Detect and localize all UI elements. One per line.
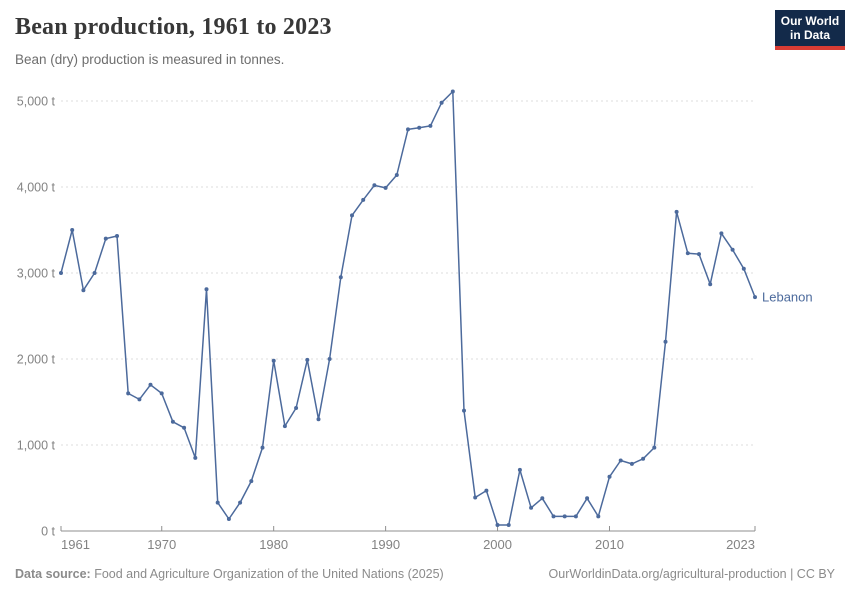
owid-logo[interactable]: Our World in Data <box>775 10 845 50</box>
data-line-lebanon[interactable] <box>60 90 756 526</box>
x-axis-tick-label: 1961 <box>61 537 90 552</box>
data-point[interactable] <box>674 209 679 214</box>
data-point[interactable] <box>137 397 142 402</box>
data-point[interactable] <box>652 445 657 450</box>
data-source-text: Food and Agriculture Organization of the… <box>90 567 444 581</box>
data-point[interactable] <box>573 514 578 519</box>
data-point[interactable] <box>462 408 466 413</box>
data-point[interactable] <box>81 288 86 293</box>
data-point[interactable] <box>361 197 366 202</box>
data-point[interactable] <box>249 479 254 484</box>
chart-footer: Data source: Food and Agriculture Organi… <box>15 567 835 581</box>
data-point[interactable] <box>271 358 276 363</box>
data-point[interactable] <box>305 357 310 362</box>
data-point[interactable] <box>618 458 623 463</box>
data-point[interactable] <box>495 523 500 527</box>
data-point[interactable] <box>260 445 265 450</box>
data-point[interactable] <box>685 251 690 256</box>
data-point[interactable] <box>350 213 354 218</box>
data-point[interactable] <box>641 456 646 461</box>
y-axis-tick-label: 4,000 t <box>17 181 56 195</box>
y-axis-tick-label: 1,000 t <box>17 439 56 453</box>
owid-logo-line1: Our World <box>780 14 840 28</box>
data-point[interactable] <box>92 271 97 275</box>
data-point[interactable] <box>394 173 399 177</box>
data-point[interactable] <box>204 287 209 292</box>
data-point[interactable] <box>282 424 287 429</box>
data-point[interactable] <box>148 382 153 387</box>
x-axis-tick-label: 2010 <box>595 537 624 552</box>
data-point[interactable] <box>103 236 108 241</box>
data-point[interactable] <box>517 467 522 472</box>
data-point[interactable] <box>115 234 119 238</box>
data-source-label: Data source: <box>15 567 91 581</box>
data-point[interactable] <box>585 496 590 501</box>
data-point[interactable] <box>562 514 567 519</box>
data-point[interactable] <box>741 266 746 271</box>
data-point[interactable] <box>327 357 332 361</box>
data-point[interactable] <box>372 183 377 188</box>
data-point[interactable] <box>406 127 410 132</box>
data-point[interactable] <box>596 514 601 519</box>
data-point[interactable] <box>226 517 231 521</box>
data-point[interactable] <box>629 461 634 466</box>
data-point[interactable] <box>450 89 455 94</box>
data-point[interactable] <box>383 185 388 190</box>
y-axis-tick-label: 5,000 t <box>17 95 56 109</box>
data-point[interactable] <box>182 425 187 430</box>
data-point[interactable] <box>551 514 556 519</box>
y-axis-tick-label: 0 t <box>41 525 55 539</box>
x-axis-tick-label: 2023 <box>726 537 755 552</box>
data-point[interactable] <box>417 125 422 130</box>
x-axis-tick-label: 1990 <box>371 537 400 552</box>
data-source-note: Data source: Food and Agriculture Organi… <box>15 567 444 581</box>
footer-link[interactable]: OurWorldinData.org/agricultural-producti… <box>548 567 835 581</box>
data-point[interactable] <box>540 496 545 501</box>
data-point[interactable] <box>238 500 243 505</box>
data-point[interactable] <box>484 488 489 493</box>
data-point[interactable] <box>506 523 511 527</box>
data-point[interactable] <box>730 247 735 252</box>
data-point[interactable] <box>294 406 299 410</box>
data-point[interactable] <box>529 505 534 510</box>
data-point[interactable] <box>753 295 757 300</box>
data-point[interactable] <box>159 391 164 396</box>
y-axis-tick-label: 2,000 t <box>17 353 56 367</box>
data-point[interactable] <box>316 417 321 422</box>
x-axis-tick-label: 2000 <box>483 537 512 552</box>
y-axis-tick-label: 3,000 t <box>17 267 56 281</box>
owid-logo-line2: in Data <box>789 28 830 42</box>
page-subtitle: Bean (dry) production is measured in ton… <box>15 52 285 67</box>
x-axis-tick-label: 1970 <box>147 537 176 552</box>
data-point[interactable] <box>708 282 713 287</box>
data-point[interactable] <box>338 275 343 280</box>
data-point[interactable] <box>428 123 433 128</box>
data-point[interactable] <box>697 252 701 257</box>
data-point[interactable] <box>663 339 668 344</box>
data-point[interactable] <box>719 231 724 236</box>
data-point[interactable] <box>215 500 220 505</box>
data-point[interactable] <box>126 391 131 396</box>
data-point[interactable] <box>59 271 63 275</box>
page-title: Bean production, 1961 to 2023 <box>15 14 332 40</box>
data-point[interactable] <box>607 474 612 479</box>
data-point[interactable] <box>473 495 478 500</box>
series-label-lebanon[interactable]: Lebanon <box>762 290 813 305</box>
data-point[interactable] <box>193 455 198 460</box>
data-point[interactable] <box>170 419 175 424</box>
data-point[interactable] <box>439 100 444 105</box>
data-point[interactable] <box>70 228 75 232</box>
x-axis-tick-label: 1980 <box>259 537 288 552</box>
